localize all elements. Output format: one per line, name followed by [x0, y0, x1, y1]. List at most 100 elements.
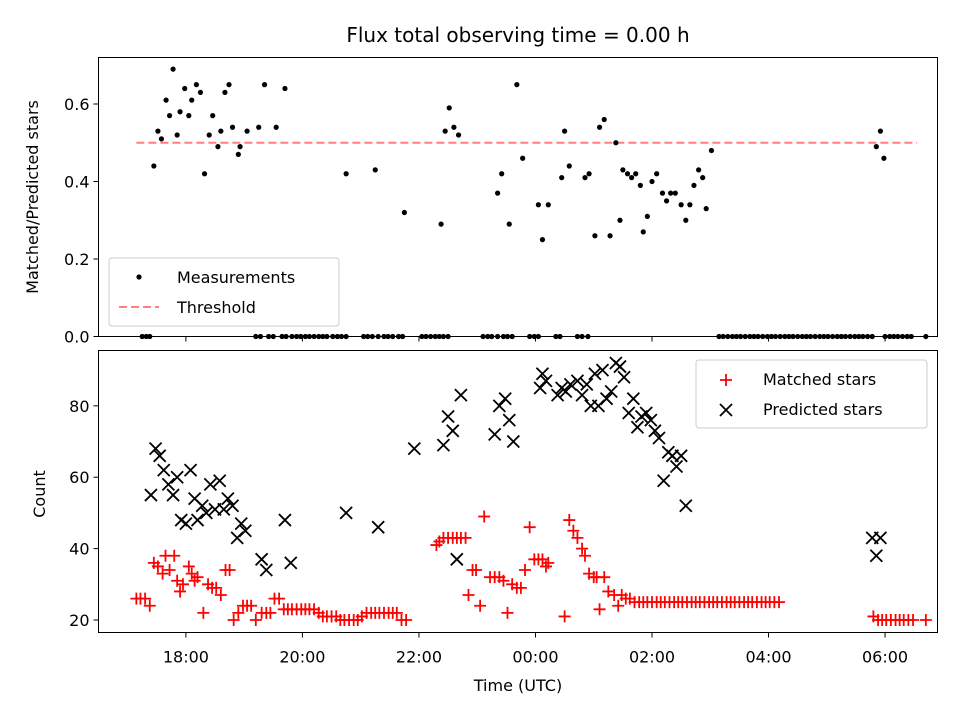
- measurement-point: [545, 202, 551, 208]
- predicted-star-marker: [195, 499, 209, 513]
- measurement-point: [703, 206, 709, 212]
- measurement-point: [624, 171, 631, 177]
- measurement-point: [210, 113, 216, 119]
- measurement-point: [451, 124, 457, 130]
- measurement-point: [201, 171, 208, 177]
- predicted-star-marker: [604, 384, 618, 399]
- predicted-star-marker: [644, 413, 658, 427]
- matched-star-marker: [245, 599, 258, 612]
- predicted-star-marker: [179, 516, 193, 531]
- bottom-legend: Matched stars Predicted stars: [695, 359, 928, 429]
- matched-star-marker: [598, 571, 611, 584]
- measurement-point: [186, 113, 192, 119]
- predicted-star-marker: [595, 363, 610, 377]
- predicted-star-marker: [563, 377, 578, 392]
- measurement-point: [691, 182, 697, 188]
- measurement-point: [442, 128, 448, 134]
- predicted-star-marker: [869, 549, 883, 563]
- bottom-y-tick-label: 40: [69, 540, 89, 559]
- top-y-tick-label: 0.6: [64, 95, 89, 114]
- measurement-point: [226, 82, 232, 88]
- x-tick-label: 06:00: [862, 648, 908, 667]
- predicted-star-marker: [407, 442, 421, 456]
- measurement-point: [193, 82, 199, 88]
- predicted-star-marker: [535, 367, 550, 381]
- predicted-star-marker: [234, 516, 248, 531]
- x-tick-label: 18:00: [163, 648, 209, 667]
- matched-star-marker: [576, 542, 589, 555]
- predicted-star-marker: [626, 392, 640, 406]
- measurement-point: [520, 155, 526, 161]
- measurement-point: [881, 155, 887, 161]
- predicted-star-marker: [255, 552, 269, 566]
- top-y-axis-label: Matched/Predicted stars: [23, 100, 42, 294]
- predicted-star-marker: [669, 459, 684, 474]
- measurement-point: [566, 163, 572, 169]
- predicted-star-marker: [284, 556, 298, 570]
- measurement-point: [506, 221, 512, 227]
- predicted-star-marker: [502, 413, 516, 427]
- predicted-star-marker: [157, 463, 171, 477]
- predicted-star-marker: [203, 477, 218, 491]
- x-tick-label: 02:00: [629, 648, 675, 667]
- matched-star-marker: [400, 614, 413, 627]
- measurement-point: [637, 182, 643, 188]
- predicted-star-marker: [506, 434, 520, 449]
- predicted-star-marker: [166, 488, 180, 502]
- measurement-point: [539, 237, 546, 243]
- predicted-star-marker: [221, 492, 235, 506]
- bottom-y-tick-label: 80: [69, 397, 89, 416]
- matched-star-marker: [470, 564, 483, 577]
- predicted-star-marker: [153, 449, 167, 463]
- matched-star-marker: [919, 614, 932, 627]
- predicted-star-marker: [657, 474, 671, 488]
- measurement-point: [659, 190, 666, 196]
- predicted-star-marker: [450, 552, 464, 566]
- measurement-point: [170, 66, 176, 72]
- measurement-point: [174, 132, 180, 138]
- predicted-star-marker: [539, 374, 553, 388]
- measurement-point: [601, 116, 607, 123]
- legend-matched-stars: Matched stars: [763, 370, 876, 389]
- matched-star-marker: [542, 556, 555, 569]
- predicted-star-marker: [144, 488, 158, 502]
- predicted-star-marker: [674, 449, 688, 463]
- matched-star-marker: [497, 574, 510, 587]
- measurement-point: [640, 229, 646, 235]
- top-y-tick-label: 0.4: [64, 173, 89, 192]
- predicted-star-marker: [238, 524, 252, 538]
- top-axes-frame: [98, 57, 938, 337]
- predicted-star-marker: [588, 367, 602, 381]
- matched-star-marker: [174, 585, 187, 598]
- measurement-point: [700, 175, 706, 181]
- measurement-point: [644, 213, 650, 219]
- matched-star-marker: [593, 603, 606, 616]
- matched-star-marker: [182, 560, 195, 573]
- matched-star-marker: [579, 549, 592, 562]
- predicted-star-marker: [148, 442, 163, 456]
- top-x-ticks: [185, 336, 886, 342]
- predicted-star-marker: [446, 424, 460, 438]
- matched-star-marker: [563, 514, 576, 527]
- measurement-point: [559, 175, 565, 181]
- measurement-point: [229, 124, 236, 130]
- matched-star-marker: [907, 614, 920, 627]
- count-panel: Count Time (UTC) 20 40 60 80 18:00 20:00 22:0…: [30, 350, 938, 695]
- measurement-point: [592, 233, 598, 239]
- x-tick-label: 20:00: [279, 648, 325, 667]
- predicted-star-marker: [622, 406, 636, 420]
- top-legend: Measurements Threshold: [108, 257, 340, 327]
- matched-star-marker: [558, 610, 571, 623]
- measurement-point: [235, 151, 241, 157]
- matched-star-marker: [518, 564, 531, 577]
- measurement-point: [455, 132, 462, 138]
- matched-star-marker: [571, 531, 584, 544]
- matched-star-marker: [390, 606, 403, 619]
- predicted-stars-points: [144, 356, 888, 577]
- matched-stars-points: [130, 510, 932, 627]
- predicted-star-marker: [570, 374, 585, 388]
- measurement-point: [218, 128, 224, 134]
- bottom-axes-frame: [98, 350, 938, 633]
- matched-star-marker: [176, 578, 189, 591]
